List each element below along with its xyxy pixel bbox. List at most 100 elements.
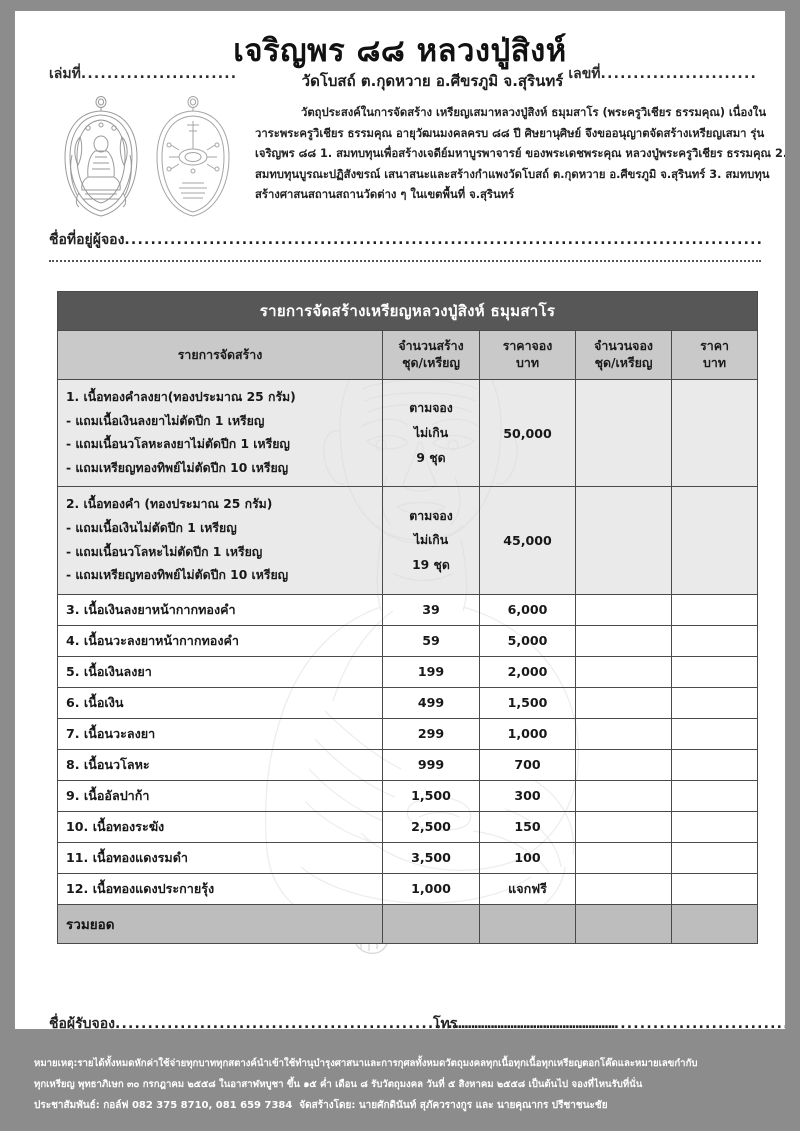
row-7-book-price[interactable] [670, 717, 759, 750]
col-header-reserve-qty-l1: จำนวนจอง [594, 338, 653, 354]
row-5-desc: 5. เนื้อเงินลงยา [57, 655, 383, 688]
table-row: 7. เนื้อนวะลงยา 299 1,000 [57, 717, 759, 750]
booker-name-dots: ........................................… [124, 232, 761, 248]
telephone-dots: ........................................… [457, 1016, 786, 1030]
maker-label: จัดสร้างโดย [299, 1100, 352, 1112]
row-6-book-price[interactable] [670, 686, 759, 719]
row-9-desc: 9. เนื้ออัลปาก้า [57, 779, 383, 812]
row-2-desc-l1: 2. เนื้อทองคำ (ทองประมาณ 25 กรัม) [66, 497, 273, 512]
table-row: 6. เนื้อเงิน 499 1,500 [57, 686, 759, 719]
number-label: เลขที่ [568, 66, 601, 82]
row-9-qty: 1,500 [382, 779, 480, 812]
col-header-qty-made-l1: จำนวนสร้าง [398, 338, 464, 354]
row-1-price: 50,000 [479, 378, 576, 488]
row-2-desc-l4: - แถมเหรียญทองทิพย์ไม่ตัดปีก 10 เหรียญ [66, 568, 289, 583]
total-qty [382, 903, 480, 944]
pricing-table: รายการจัดสร้างเหรียญหลวงปู่สิงห์ ธมุมสาโ… [56, 291, 759, 944]
row-2-desc-l3: - แถมเนื้อนวโลหะไม่ตัดปีก 1 เหรียญ [66, 544, 263, 559]
row-10-qty: 2,500 [382, 810, 480, 843]
objective-paragraph: วัตถุประสงค์ในการจัดสร้าง เหรียญเสมาหลวง… [255, 106, 786, 202]
booker-name-field[interactable]: ชื่อที่อยู่ผู้จอง.......................… [49, 229, 761, 251]
page-subtitle: วัดโบสถ์ ต.กุดหวาย อ.ศีขรภูมิ จ.สุรินทร์ [301, 72, 564, 90]
col-header-reserve-qty-l2: ชุด/เหรียญ [594, 355, 653, 370]
page-title: เจริญพร ๘๘ หลวงปู่สิงห์ [233, 33, 567, 69]
row-12-desc: 12. เนื้อทองแดงประกายรุ้ง [57, 872, 383, 905]
row-8-qty: 999 [382, 748, 480, 781]
volume-field[interactable]: เล่มที่........................ [49, 63, 237, 85]
col-header-qty-made: จำนวนสร้าง ชุด/เหรียญ [382, 330, 480, 380]
row-5-book-price[interactable] [670, 655, 759, 688]
row-4-book-price[interactable] [670, 624, 759, 657]
col-header-qty-made-l2: ชุด/เหรียญ [402, 355, 460, 370]
row-11-book-price[interactable] [670, 841, 759, 874]
footer-note: หมายเหตุ:รายได้ทั้งหมดหักค่าใช้จ่ายทุกบา… [0, 1040, 800, 1131]
row-2-book-price[interactable] [670, 486, 759, 595]
row-12-book-price[interactable] [670, 872, 759, 905]
total-book-qty[interactable] [575, 903, 672, 944]
row-4-book-qty[interactable] [575, 624, 672, 657]
receiver-field[interactable]: ชื่อผู้รับจอง...........................… [49, 1013, 617, 1030]
pricing-table-wrapper: รายการจัดสร้างเหรียญหลวงปู่สิงห์ ธมุมสาโ… [56, 291, 759, 944]
col-header-price-l2: บาท [703, 355, 726, 370]
row-3-book-qty[interactable] [575, 593, 672, 626]
number-field[interactable]: เลขที่........................ [568, 63, 757, 85]
row-9-book-qty[interactable] [575, 779, 672, 812]
table-row: 5. เนื้อเงินลงยา 199 2,000 [57, 655, 759, 688]
maker-text: : นายศักดินันท์ สุภัควรางกูร และ นายคุณา… [351, 1100, 608, 1112]
form-header: เล่มที่........................ เลขที่..… [15, 11, 786, 262]
row-10-book-price[interactable] [670, 810, 759, 843]
row-3-desc: 3. เนื้อเงินลงยาหน้ากากทองคำ [57, 593, 383, 626]
row-3-book-price[interactable] [670, 593, 759, 626]
amulet-images [57, 95, 242, 223]
total-book-price[interactable] [670, 903, 759, 944]
col-header-item-l1: รายการจัดสร้าง [177, 346, 263, 362]
row-1-desc-l3: - แถมเนื้อนวโลหะลงยาไม่ตัดปีก 1 เหรียญ [66, 437, 290, 452]
col-header-price-l1: ราคา [700, 338, 729, 354]
amulet-back-icon [156, 96, 230, 217]
row-11-book-qty[interactable] [575, 841, 672, 874]
row-1-book-qty[interactable] [575, 378, 672, 488]
row-1-book-price[interactable] [670, 378, 759, 488]
row-8-book-qty[interactable] [575, 748, 672, 781]
row-10-desc: 10. เนื้อทองระฆัง [57, 810, 383, 843]
table-row: 9. เนื้ออัลปาก้า 1,500 300 [57, 779, 759, 812]
row-1-qty-l1: ตามจอง [409, 401, 453, 416]
row-1-desc-l1: 1. เนื้อทองคำลงยา(ทองประมาณ 25 กรัม) [66, 390, 296, 404]
row-11-price: 100 [479, 841, 576, 874]
row-10-price: 150 [479, 810, 576, 843]
row-9-price: 300 [479, 779, 576, 812]
row-7-book-qty[interactable] [575, 717, 672, 750]
footer-contact-line: ประชาสัมพันธ์: กอล์ฟ 082 375 8710, 081 6… [34, 1095, 770, 1117]
row-12-qty: 1,000 [382, 872, 480, 905]
row-2-qty-l1: ตามจอง [409, 508, 453, 523]
row-12-book-qty[interactable] [575, 872, 672, 905]
footer-note-text-1: :รายได้ทั้งหมดหักค่าใช้จ่ายทุกบาททุกสตาง… [73, 1058, 698, 1069]
row-1-qty: ตามจอง ไม่เกิน 9 ชุด [382, 378, 480, 488]
table-caption-row: รายการจัดสร้างเหรียญหลวงปู่สิงห์ ธมุมสาโ… [56, 291, 759, 331]
receiver-dots: ........................................… [114, 1016, 617, 1030]
row-7-qty: 299 [382, 717, 480, 750]
row-4-qty: 59 [382, 624, 480, 657]
row-8-desc: 8. เนื้อนวโลหะ [57, 748, 383, 781]
row-2-book-qty[interactable] [575, 486, 672, 595]
total-label: รวมยอด [57, 903, 383, 944]
row-1-desc-l4: - แถมเหรียญทองทิพย์ไม่ตัดปีก 10 เหรียญ [66, 460, 289, 475]
volume-label: เล่มที่ [49, 66, 81, 82]
booker-name-label: ชื่อที่อยู่ผู้จอง [49, 232, 125, 248]
row-5-book-qty[interactable] [575, 655, 672, 688]
row-6-book-qty[interactable] [575, 686, 672, 719]
telephone-field[interactable]: โทร.....................................… [433, 1013, 786, 1030]
row-8-book-price[interactable] [670, 748, 759, 781]
row-9-book-price[interactable] [670, 779, 759, 812]
col-header-reserve-qty: จำนวนจอง ชุด/เหรียญ [575, 330, 672, 380]
row-3-qty: 39 [382, 593, 480, 626]
row-1-qty-l3: 9 ชุด [416, 450, 446, 465]
booker-address-line[interactable] [49, 259, 761, 262]
receiver-label: ชื่อผู้รับจอง [49, 1016, 115, 1030]
col-header-reserve-price: ราคาจอง บาท [479, 330, 576, 380]
pr-text: : กอล์ฟ 082 375 8710, 081 659 7384 [95, 1100, 293, 1112]
table-caption: รายการจัดสร้างเหรียญหลวงปู่สิงห์ ธมุมสาโ… [56, 291, 759, 331]
row-10-book-qty[interactable] [575, 810, 672, 843]
row-7-desc: 7. เนื้อนวะลงยา [57, 717, 383, 750]
